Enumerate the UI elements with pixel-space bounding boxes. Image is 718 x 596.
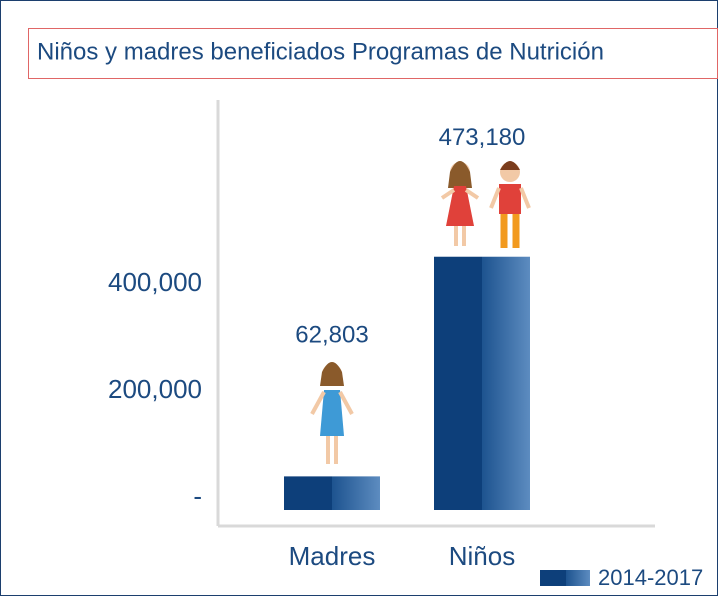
x-tick-label: Madres: [289, 541, 376, 571]
y-tick-label: 200,000: [108, 374, 202, 404]
x-tick-label: Niños: [449, 541, 515, 571]
bar-right: [332, 476, 380, 510]
girl-figure: [440, 161, 480, 246]
boy-figure: [489, 161, 531, 248]
value-label: 62,803: [295, 322, 368, 349]
legend-label: 2014-2017: [598, 565, 703, 590]
chart-title: Niños y madres beneficiados Programas de…: [37, 38, 604, 65]
y-tick-label: 400,000: [108, 267, 202, 297]
title-box: [28, 28, 718, 79]
legend-swatch: [540, 570, 566, 586]
bar: [284, 476, 380, 510]
bar-left: [284, 476, 332, 510]
mother-figure: [310, 362, 354, 464]
value-label: 473,180: [439, 124, 526, 151]
bar-left: [434, 256, 482, 510]
legend-swatch: [566, 570, 590, 586]
y-tick-label: -: [193, 481, 202, 511]
bar: [434, 256, 530, 510]
bar-right: [482, 256, 530, 510]
